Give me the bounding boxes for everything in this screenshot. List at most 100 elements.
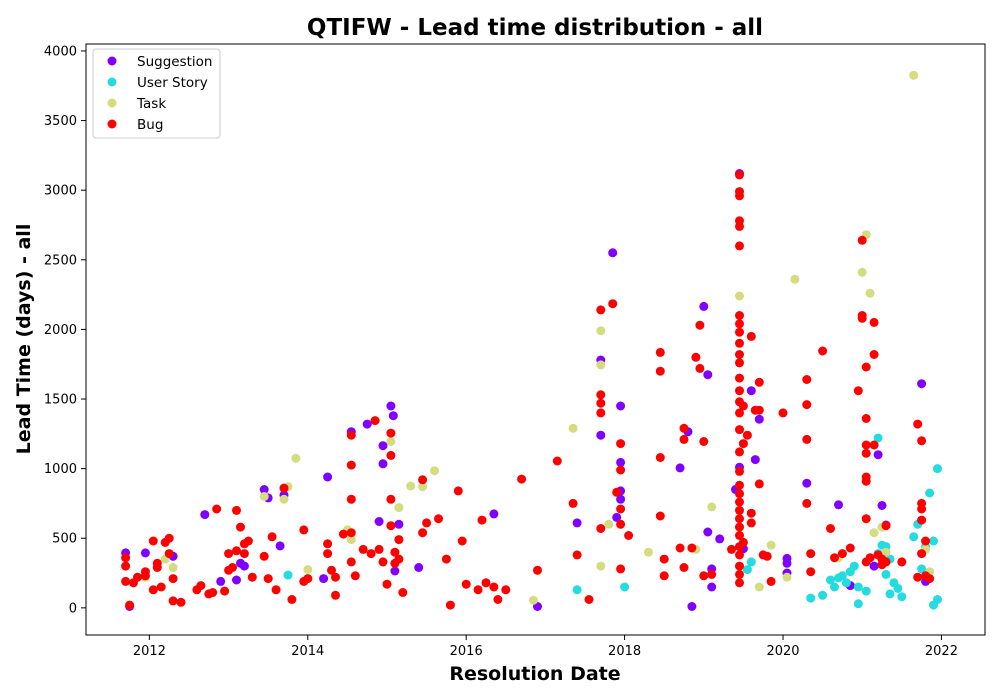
data-point [699,437,709,446]
data-point [735,221,744,231]
data-point [453,486,463,496]
data-point [350,571,360,581]
data-point [366,549,376,559]
data-point [616,457,626,467]
data-point [715,534,725,544]
data-point [346,494,356,504]
data-point [232,575,241,585]
data-point [477,515,487,525]
data-point [869,317,879,327]
data-point [121,576,131,586]
data-point [655,511,665,521]
data-point [742,565,752,575]
legend-label: Bug [137,117,163,133]
data-point [695,320,705,330]
legend-marker [107,98,117,108]
data-point [746,508,756,518]
data-point [616,504,626,514]
data-point [802,375,812,384]
y-tick-label: 2500 [44,253,77,268]
data-point [481,578,491,588]
data-point [703,527,713,537]
data-point [762,551,772,561]
x-tick-label: 2016 [450,644,483,659]
data-point [176,597,186,607]
data-point [727,544,736,554]
data-point [493,595,503,604]
x-tick-label: 2018 [608,644,641,659]
data-point [849,561,859,571]
y-axis-ticks: 0 500 1000 1500 2000 2500 3000 3500 4000 [44,44,86,616]
data-point [224,549,234,559]
data-point [869,561,879,571]
series-bug [121,170,935,610]
data-point [735,327,744,337]
data-point [148,585,158,595]
data-point [735,561,744,571]
data-point [917,549,927,559]
data-point [913,419,923,429]
data-point [346,430,356,440]
data-point [837,549,847,559]
data-point [735,569,744,579]
data-point [707,502,717,512]
data-point [489,582,499,592]
data-point [917,436,927,446]
data-point [121,561,131,571]
data-point [533,565,542,575]
data-point [596,524,606,533]
chart-title: QTIFW - Lead time distribution - all [307,15,763,41]
data-point [388,411,398,421]
data-point [746,518,756,528]
data-point [735,191,744,201]
data-point [319,574,329,584]
data-point [390,566,400,576]
y-axis-label: Lead Time (days) - all [13,224,35,455]
data-point [346,535,356,545]
legend-entries: Suggestion User Story Task Bug [107,54,212,133]
data-point [140,548,150,558]
y-tick-label: 2000 [44,323,77,338]
data-point [457,536,467,546]
data-point [861,440,871,450]
data-point [208,588,218,597]
data-point [707,569,717,579]
data-point [826,575,835,585]
data-point [374,544,384,554]
data-point [750,455,760,465]
data-point [861,476,871,486]
data-point [853,599,863,609]
data-point [434,514,443,524]
data-point [323,472,333,482]
data-point [596,408,606,418]
data-point [921,536,931,546]
data-point [461,579,471,589]
data-point [323,539,333,549]
data-point [778,408,788,418]
data-point [746,386,756,396]
data-point [596,360,606,370]
data-point [303,565,313,575]
data-point [806,593,816,603]
data-point [738,537,748,547]
data-point [517,474,527,484]
data-point [830,582,839,592]
data-point [608,248,618,258]
data-point [897,557,907,567]
data-point [738,439,748,449]
data-point [865,288,875,298]
data-point [529,595,538,605]
y-tick-label: 4000 [44,44,77,59]
data-point [782,572,792,582]
data-point [283,570,293,580]
data-point [735,350,744,359]
data-point [766,576,776,586]
data-point [881,547,891,557]
legend-marker [107,77,117,87]
data-point [216,576,226,586]
data-point [802,434,812,444]
data-point [691,352,701,362]
data-point [877,501,887,510]
data-point [782,558,792,568]
